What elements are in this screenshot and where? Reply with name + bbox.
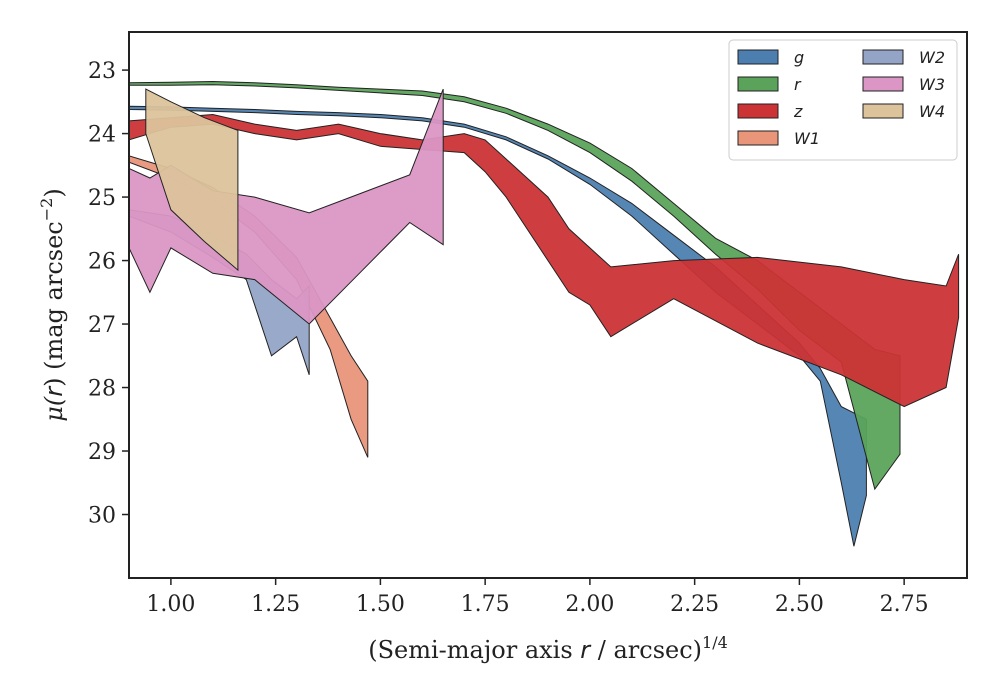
x-tick-label: 2.50 [775, 592, 824, 617]
x-tick-label: 1.50 [356, 592, 405, 617]
band-w4 [145, 88, 239, 272]
legend-swatch-r [737, 76, 779, 92]
legend-swatch-w3 [862, 76, 904, 92]
x-tick-label: 2.00 [565, 592, 614, 617]
legend-swatch-g [737, 49, 779, 65]
legend: grz W1 W2 W3 W4 [728, 39, 958, 161]
band-r [129, 80, 901, 491]
y-tick-label: 28 [88, 377, 116, 402]
y-tick-label: 26 [88, 250, 116, 275]
band-g [129, 105, 867, 547]
x-axis-ticks: 1.00 1.25 1.50 1.75 2.00 2.25 2.50 2.75 [146, 578, 929, 617]
y-axis-ticks: 23 24 25 26 27 28 29 30 [88, 59, 129, 529]
plot-frame [128, 31, 968, 579]
legend-box [728, 39, 958, 161]
x-axis-label: (Semi-major axis r / arcsec)1/4 [368, 633, 728, 664]
x-tick-label: 2.75 [880, 592, 929, 617]
legend-label-w3: W3 [919, 75, 945, 94]
y-tick-label: 30 [88, 504, 116, 529]
legend-swatch-w2 [862, 49, 904, 65]
legend-label-w4: W4 [919, 102, 945, 121]
legend-swatch-w4 [862, 103, 904, 119]
legend-swatch-z [737, 103, 779, 119]
y-axis-label: μ(r) (mag arcsec−2) [37, 188, 68, 421]
legend-label-w2: W2 [919, 48, 945, 67]
legend-swatch-w1 [737, 130, 779, 146]
y-tick-label: 29 [88, 440, 116, 465]
x-tick-label: 2.25 [670, 592, 719, 617]
x-tick-label: 1.25 [251, 592, 300, 617]
legend-label-z: z [793, 102, 803, 121]
y-tick-label: 24 [88, 123, 116, 148]
x-tick-label: 1.00 [146, 592, 195, 617]
legend-label-r: r [794, 75, 802, 94]
y-tick-label: 25 [88, 186, 116, 211]
y-tick-label: 23 [88, 59, 116, 84]
legend-label-w1: W1 [794, 129, 820, 148]
chart-areas [129, 80, 960, 547]
y-tick-label: 27 [88, 313, 116, 338]
x-tick-label: 1.75 [461, 592, 510, 617]
band-z [129, 113, 960, 408]
legend-label-g: g [794, 48, 804, 67]
